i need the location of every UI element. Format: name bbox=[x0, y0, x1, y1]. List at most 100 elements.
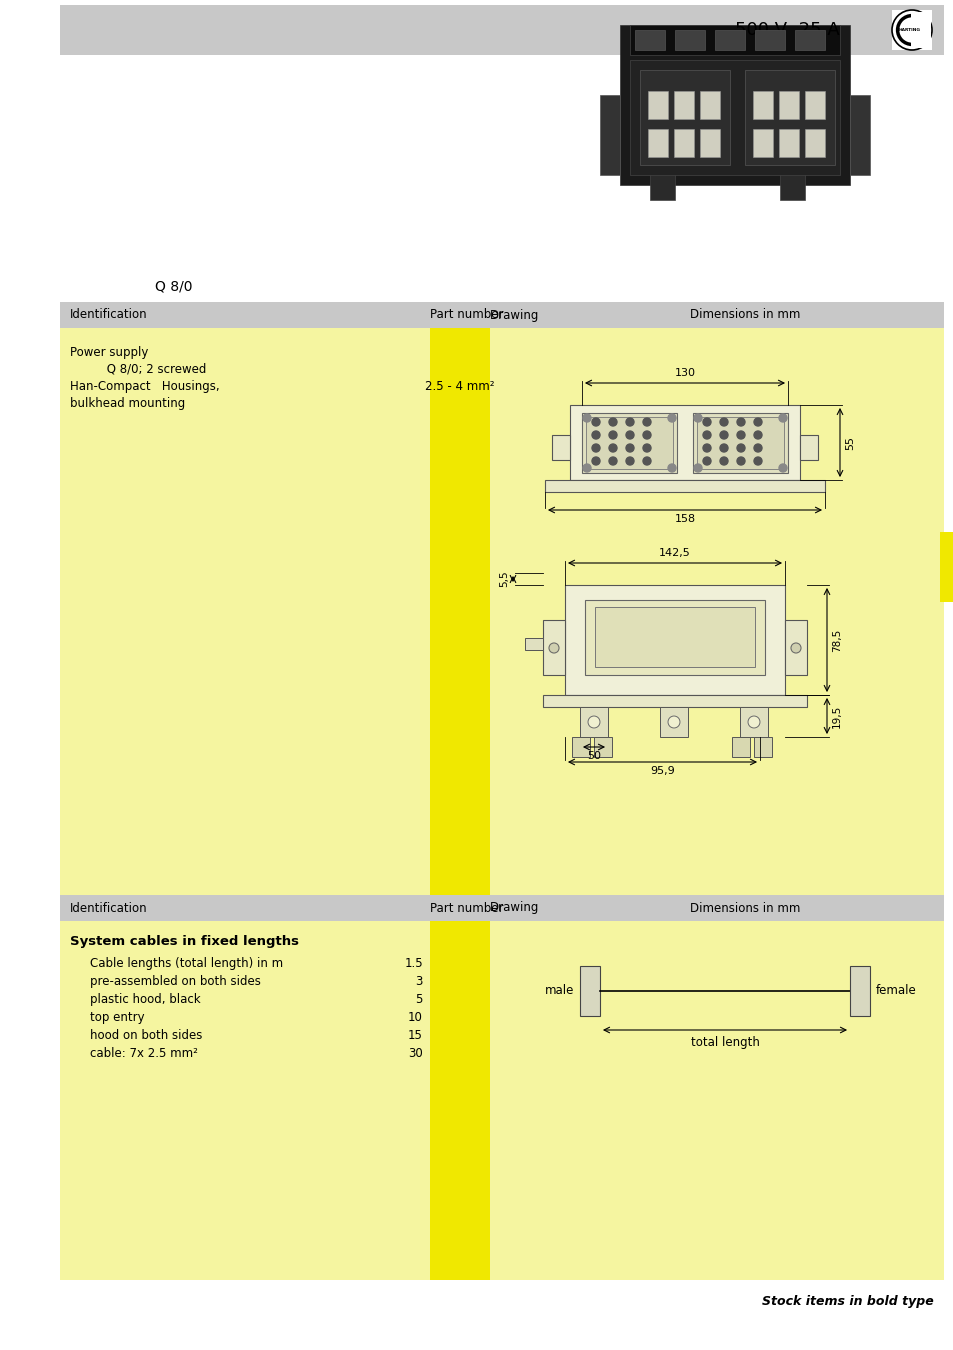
Text: Part number: Part number bbox=[430, 902, 503, 914]
Bar bbox=[552, 435, 569, 460]
Circle shape bbox=[737, 458, 744, 464]
Bar bbox=[635, 30, 664, 50]
Bar bbox=[542, 695, 806, 707]
Text: 95,9: 95,9 bbox=[649, 765, 674, 776]
Bar bbox=[849, 967, 869, 1017]
Circle shape bbox=[693, 464, 701, 472]
Circle shape bbox=[702, 444, 710, 452]
Bar bbox=[891, 9, 931, 50]
Circle shape bbox=[779, 414, 786, 423]
Circle shape bbox=[667, 716, 679, 728]
Circle shape bbox=[753, 431, 761, 439]
Bar bbox=[579, 967, 599, 1017]
Text: 15: 15 bbox=[408, 1029, 422, 1042]
Circle shape bbox=[625, 444, 634, 452]
Circle shape bbox=[608, 431, 617, 439]
Circle shape bbox=[548, 643, 558, 653]
Bar bbox=[740, 707, 767, 737]
Bar bbox=[700, 130, 720, 157]
Bar bbox=[779, 130, 799, 157]
Circle shape bbox=[642, 418, 650, 427]
Text: 500 V  25 A: 500 V 25 A bbox=[735, 22, 840, 39]
Circle shape bbox=[747, 716, 760, 728]
Text: Part number: Part number bbox=[430, 309, 503, 321]
Circle shape bbox=[608, 458, 617, 464]
Bar bbox=[629, 59, 840, 176]
Bar bbox=[542, 620, 564, 675]
Bar bbox=[647, 130, 667, 157]
Bar bbox=[673, 130, 693, 157]
Bar bbox=[754, 30, 784, 50]
Bar bbox=[544, 481, 824, 491]
Bar bbox=[752, 130, 772, 157]
Bar bbox=[60, 895, 943, 921]
Text: 50: 50 bbox=[586, 751, 600, 761]
Text: Stock items in bold type: Stock items in bold type bbox=[761, 1295, 933, 1308]
Circle shape bbox=[608, 418, 617, 427]
Text: 130: 130 bbox=[674, 369, 695, 378]
Circle shape bbox=[790, 643, 801, 653]
Text: Dimensions in mm: Dimensions in mm bbox=[689, 309, 800, 321]
Bar bbox=[60, 328, 943, 895]
Text: 19,5: 19,5 bbox=[831, 705, 841, 728]
Circle shape bbox=[702, 458, 710, 464]
Text: 55: 55 bbox=[844, 436, 854, 450]
Bar bbox=[430, 328, 490, 895]
Text: Q 8/0: Q 8/0 bbox=[154, 279, 193, 294]
Bar bbox=[572, 737, 589, 757]
Text: plastic hood, black: plastic hood, black bbox=[90, 994, 200, 1006]
Circle shape bbox=[592, 431, 599, 439]
Circle shape bbox=[667, 464, 676, 472]
Bar bbox=[779, 90, 799, 119]
Circle shape bbox=[720, 444, 727, 452]
Bar bbox=[794, 30, 824, 50]
Text: top entry: top entry bbox=[90, 1011, 145, 1025]
Bar bbox=[780, 170, 804, 200]
Bar bbox=[595, 608, 754, 667]
Bar bbox=[599, 95, 619, 176]
Bar bbox=[659, 707, 687, 737]
Bar bbox=[675, 30, 704, 50]
Bar bbox=[910, 12, 930, 49]
Circle shape bbox=[642, 458, 650, 464]
Text: 78,5: 78,5 bbox=[831, 628, 841, 652]
Bar bbox=[569, 405, 800, 481]
Text: 2.5 - 4 mm²: 2.5 - 4 mm² bbox=[425, 379, 495, 393]
Text: 30: 30 bbox=[408, 1048, 422, 1060]
Bar bbox=[579, 707, 607, 737]
Bar bbox=[647, 90, 667, 119]
Text: pre-assembled on both sides: pre-assembled on both sides bbox=[90, 975, 260, 988]
Bar bbox=[714, 30, 744, 50]
Circle shape bbox=[693, 414, 701, 423]
Bar bbox=[564, 585, 784, 695]
Circle shape bbox=[737, 444, 744, 452]
Text: 1.5: 1.5 bbox=[404, 957, 422, 971]
Bar bbox=[673, 90, 693, 119]
Text: Identification: Identification bbox=[70, 902, 148, 914]
Circle shape bbox=[667, 414, 676, 423]
Bar bbox=[60, 5, 943, 55]
Bar bbox=[800, 435, 817, 460]
Bar bbox=[430, 921, 490, 1280]
Text: HARTING: HARTING bbox=[898, 28, 920, 32]
Circle shape bbox=[642, 431, 650, 439]
Circle shape bbox=[592, 444, 599, 452]
Text: hood on both sides: hood on both sides bbox=[90, 1029, 202, 1042]
Text: female: female bbox=[875, 984, 916, 998]
Text: Power supply: Power supply bbox=[70, 346, 149, 359]
Bar bbox=[584, 599, 764, 675]
Bar bbox=[60, 302, 943, 328]
Text: System cables in fixed lengths: System cables in fixed lengths bbox=[70, 936, 298, 948]
Text: 142,5: 142,5 bbox=[659, 548, 690, 558]
Circle shape bbox=[737, 418, 744, 427]
Text: Drawing: Drawing bbox=[490, 309, 538, 321]
Bar bbox=[744, 70, 834, 165]
Circle shape bbox=[592, 458, 599, 464]
Text: cable: 7x 2.5 mm²: cable: 7x 2.5 mm² bbox=[90, 1048, 197, 1060]
Text: total length: total length bbox=[690, 1035, 759, 1049]
Circle shape bbox=[737, 431, 744, 439]
Text: Identification: Identification bbox=[70, 309, 148, 321]
Circle shape bbox=[625, 458, 634, 464]
Text: 5: 5 bbox=[416, 994, 422, 1006]
Bar bbox=[619, 26, 849, 185]
